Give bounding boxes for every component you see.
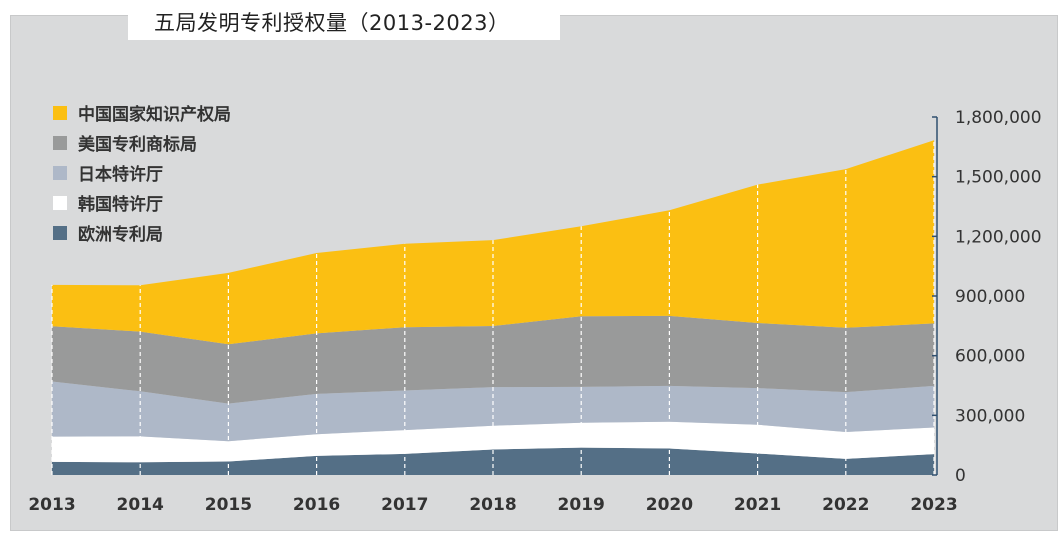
area-series-1	[52, 421, 934, 463]
y-tick-label: 300,000	[955, 406, 1025, 426]
y-tick-label: 600,000	[955, 347, 1025, 367]
x-tick-label: 2013	[28, 495, 75, 515]
legend-label: 韩国特许厅	[78, 194, 163, 215]
legend-label: 美国专利商标局	[78, 134, 197, 155]
x-tick-label: 2014	[117, 495, 164, 515]
y-axis: 0 300,000 600,000 900,000 1,200,000 1,500,000…	[932, 108, 1042, 486]
legend-label: 欧洲专利局	[78, 224, 163, 245]
y-tick-label: 0	[955, 466, 966, 486]
x-tick-label: 2015	[205, 495, 252, 515]
legend-swatch	[53, 166, 67, 180]
legend-label: 日本特许厅	[78, 164, 163, 185]
x-axis: 2013 2014 2015 2016 2017 2018 2019 2020 2021 2022…	[28, 495, 957, 515]
legend-swatch	[53, 226, 67, 240]
x-tick-label: 2016	[293, 495, 340, 515]
x-tick-label: 2020	[646, 495, 693, 515]
y-tick-label: 900,000	[955, 287, 1025, 307]
title-background	[128, 2, 560, 40]
x-tick-label: 2017	[381, 495, 428, 515]
y-tick-label: 1,500,000	[955, 168, 1042, 188]
legend-swatch	[53, 106, 67, 120]
x-tick-label: 2019	[558, 495, 605, 515]
y-tick-label: 1,800,000	[955, 108, 1042, 128]
x-tick-label: 2023	[910, 495, 957, 515]
legend-swatch	[53, 196, 67, 210]
legend-label: 中国国家知识产权局	[78, 104, 231, 125]
area-series-0	[52, 447, 934, 475]
x-tick-label: 2018	[469, 495, 516, 515]
legend-swatch	[53, 136, 67, 150]
y-tick-label: 1,200,000	[955, 227, 1042, 247]
x-tick-label: 2021	[734, 495, 781, 515]
vertical-gridlines	[51, 140, 935, 475]
x-tick-label: 2022	[822, 495, 869, 515]
chart-title: 五局发明专利授权量（2013-2023）	[154, 11, 510, 35]
